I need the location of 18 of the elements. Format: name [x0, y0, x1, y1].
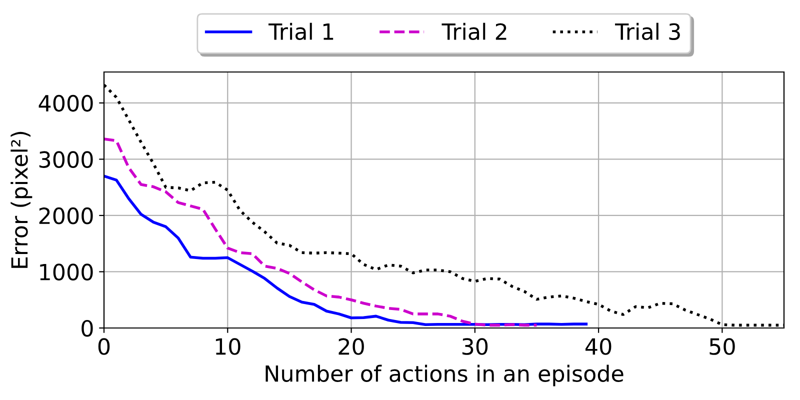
legend-label: Trial 1	[268, 22, 334, 40]
y-tick-label: 2000	[39, 207, 93, 224]
line-series	[104, 174, 588, 326]
legend-label: Trial 3	[615, 22, 680, 40]
line-series	[104, 138, 538, 327]
y-axis-title: Error (pixel²)	[10, 132, 32, 268]
x-tick-label: 20	[338, 338, 364, 355]
y-tick-label: 3000	[39, 151, 93, 168]
y-tick-label: 1000	[40, 264, 93, 280]
y-tick-label: 4000	[38, 94, 93, 112]
x-tick-label: 0	[98, 338, 110, 355]
y-tick-label: 0	[82, 320, 93, 337]
x-tick-label: 30	[462, 338, 488, 355]
legend-label: Trial 2	[442, 22, 506, 40]
x-tick-label: 40	[585, 338, 612, 355]
x-tick-label: 10	[216, 338, 240, 355]
x-axis-title: Number of actions in an episode	[266, 364, 624, 386]
x-tick-label: 50	[710, 338, 735, 355]
